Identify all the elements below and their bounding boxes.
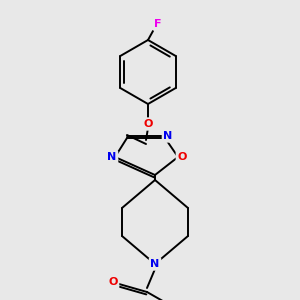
- Text: N: N: [150, 259, 160, 269]
- Text: F: F: [154, 19, 162, 29]
- Text: O: O: [143, 119, 153, 129]
- Text: N: N: [164, 131, 172, 141]
- Text: O: O: [108, 277, 118, 287]
- Text: N: N: [107, 152, 117, 162]
- Text: O: O: [177, 152, 187, 162]
